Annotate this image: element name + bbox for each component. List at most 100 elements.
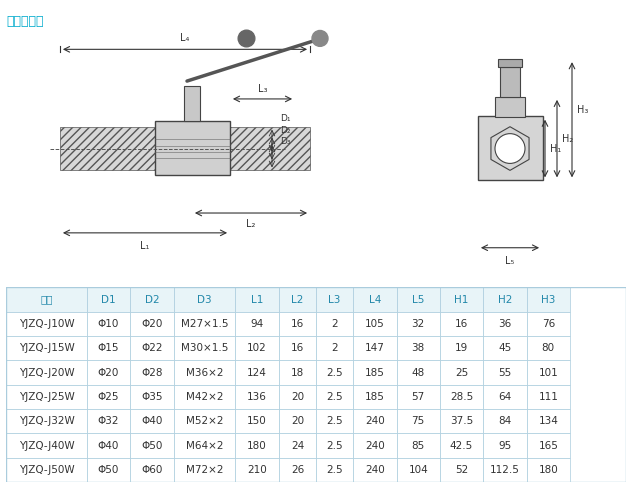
Text: 52: 52 (455, 465, 468, 475)
FancyBboxPatch shape (236, 312, 279, 336)
FancyBboxPatch shape (174, 336, 236, 360)
Text: 101: 101 (538, 368, 558, 377)
Text: 80: 80 (542, 343, 555, 353)
Text: YJZQ-J50W: YJZQ-J50W (19, 465, 75, 475)
Text: 104: 104 (408, 465, 428, 475)
FancyBboxPatch shape (130, 287, 174, 312)
Bar (495, 97, 525, 117)
Text: 2: 2 (331, 319, 338, 329)
FancyBboxPatch shape (526, 287, 570, 312)
FancyBboxPatch shape (236, 360, 279, 385)
Text: 28.5: 28.5 (450, 392, 473, 402)
FancyBboxPatch shape (396, 458, 440, 482)
FancyBboxPatch shape (87, 433, 130, 458)
Text: D2: D2 (145, 295, 159, 304)
FancyBboxPatch shape (87, 385, 130, 409)
FancyBboxPatch shape (130, 360, 174, 385)
Text: 64: 64 (498, 392, 511, 402)
Text: Φ20: Φ20 (141, 319, 162, 329)
FancyBboxPatch shape (87, 287, 130, 312)
Text: 36: 36 (498, 319, 511, 329)
FancyBboxPatch shape (526, 336, 570, 360)
FancyBboxPatch shape (236, 385, 279, 409)
FancyBboxPatch shape (279, 287, 316, 312)
FancyBboxPatch shape (316, 385, 353, 409)
Text: 20: 20 (291, 392, 304, 402)
Text: 85: 85 (411, 441, 425, 450)
Text: 147: 147 (365, 343, 385, 353)
Text: 124: 124 (247, 368, 267, 377)
FancyBboxPatch shape (353, 409, 396, 433)
Text: 102: 102 (247, 343, 267, 353)
Text: 2: 2 (331, 343, 338, 353)
FancyBboxPatch shape (236, 458, 279, 482)
FancyBboxPatch shape (130, 385, 174, 409)
Text: L₅: L₅ (506, 256, 514, 266)
FancyBboxPatch shape (6, 409, 87, 433)
FancyBboxPatch shape (87, 312, 130, 336)
Text: 32: 32 (411, 319, 425, 329)
Text: 38: 38 (411, 343, 425, 353)
Text: H3: H3 (541, 295, 556, 304)
FancyBboxPatch shape (174, 433, 236, 458)
FancyBboxPatch shape (396, 409, 440, 433)
FancyBboxPatch shape (483, 312, 526, 336)
Text: 26: 26 (291, 465, 304, 475)
Text: L2: L2 (291, 295, 303, 304)
Text: 55: 55 (498, 368, 511, 377)
FancyBboxPatch shape (440, 312, 483, 336)
Text: 45: 45 (498, 343, 511, 353)
Text: D₃: D₃ (280, 136, 290, 146)
Text: Φ22: Φ22 (141, 343, 162, 353)
Text: 19: 19 (455, 343, 468, 353)
Text: 95: 95 (498, 441, 511, 450)
FancyBboxPatch shape (440, 409, 483, 433)
Text: 24: 24 (291, 441, 304, 450)
Text: YJZQ-J20W: YJZQ-J20W (19, 368, 75, 377)
Bar (478, 116, 543, 180)
FancyBboxPatch shape (353, 312, 396, 336)
Text: Φ50: Φ50 (98, 465, 119, 475)
Text: 84: 84 (498, 416, 511, 426)
FancyBboxPatch shape (174, 312, 236, 336)
FancyBboxPatch shape (396, 336, 440, 360)
Text: L₄: L₄ (180, 34, 190, 43)
FancyBboxPatch shape (6, 458, 87, 482)
Text: 76: 76 (542, 319, 555, 329)
Text: Φ32: Φ32 (98, 416, 119, 426)
Text: D1: D1 (101, 295, 116, 304)
Bar (184, 86, 200, 121)
FancyBboxPatch shape (174, 409, 236, 433)
FancyBboxPatch shape (130, 409, 174, 433)
FancyBboxPatch shape (174, 385, 236, 409)
Text: 134: 134 (538, 416, 558, 426)
FancyBboxPatch shape (87, 409, 130, 433)
Text: YJZQ-J10W: YJZQ-J10W (19, 319, 75, 329)
FancyBboxPatch shape (279, 336, 316, 360)
Text: Φ20: Φ20 (98, 368, 119, 377)
FancyBboxPatch shape (353, 385, 396, 409)
Text: 2.5: 2.5 (326, 416, 343, 426)
FancyBboxPatch shape (526, 385, 570, 409)
FancyBboxPatch shape (396, 312, 440, 336)
FancyBboxPatch shape (316, 409, 353, 433)
FancyBboxPatch shape (316, 433, 353, 458)
FancyBboxPatch shape (483, 336, 526, 360)
FancyBboxPatch shape (440, 360, 483, 385)
Text: 20: 20 (291, 416, 304, 426)
Text: M72×2: M72×2 (186, 465, 223, 475)
FancyBboxPatch shape (6, 287, 87, 312)
Bar (500, 67, 520, 97)
Text: 2.5: 2.5 (326, 465, 343, 475)
FancyBboxPatch shape (483, 433, 526, 458)
Text: H1: H1 (454, 295, 469, 304)
Bar (155, 121, 230, 175)
Text: 185: 185 (365, 392, 385, 402)
Text: 48: 48 (411, 368, 425, 377)
FancyBboxPatch shape (526, 312, 570, 336)
Text: 165: 165 (538, 441, 558, 450)
FancyBboxPatch shape (130, 433, 174, 458)
Text: 型号: 型号 (40, 295, 53, 304)
FancyBboxPatch shape (174, 458, 236, 482)
Text: 180: 180 (247, 441, 267, 450)
